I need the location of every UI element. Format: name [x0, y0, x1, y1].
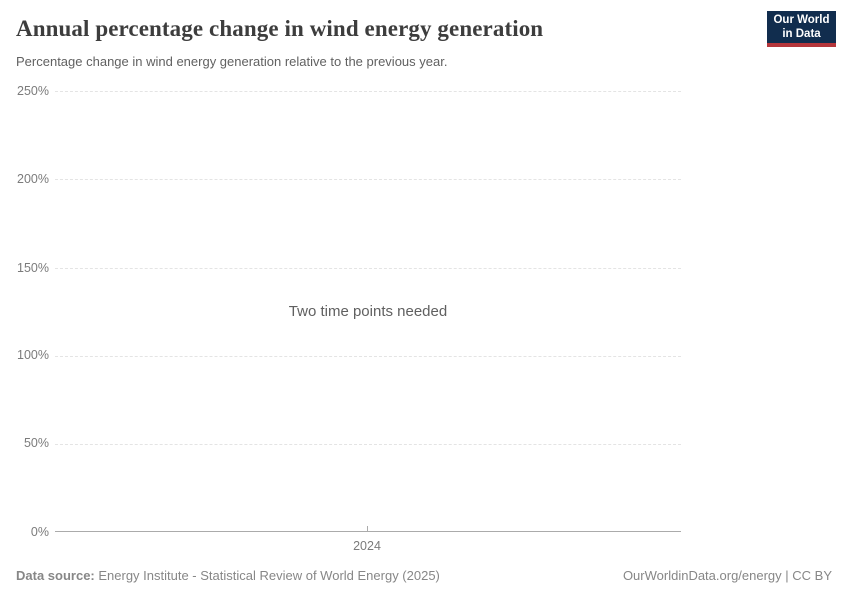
y-tick-label-250: 250%: [17, 84, 49, 98]
x-tick-mark-2024: [367, 526, 368, 531]
x-axis-line: [55, 531, 681, 532]
y-tick-label-50: 50%: [23, 436, 49, 450]
y-tick-label-100: 100%: [17, 348, 49, 362]
gridline-200: [55, 178, 681, 180]
y-tick-label-200: 200%: [17, 172, 49, 186]
y-tick-label-150: 150%: [17, 261, 49, 275]
owid-logo-red-bar: [767, 43, 836, 47]
empty-state-note: Two time points needed: [288, 303, 448, 320]
y-tick-label-0: 0%: [30, 525, 49, 539]
owid-logo-text: Our World in Data: [767, 11, 836, 43]
page-title: Annual percentage change in wind energy …: [16, 16, 544, 41]
gridline-50: [55, 443, 681, 445]
gridline-250: [55, 90, 681, 92]
x-tick-label-2024: 2024: [353, 539, 381, 553]
gridline-100: [55, 355, 681, 357]
data-source-line[interactable]: Data source: Energy Institute - Statisti…: [16, 568, 440, 583]
owid-credit-link[interactable]: OurWorldinData.org/energy | CC BY: [622, 568, 832, 583]
chart-subtitle: Percentage change in wind energy generat…: [16, 54, 448, 69]
gridline-150: [55, 267, 681, 269]
data-source-text: Energy Institute - Statistical Review of…: [94, 568, 440, 583]
owid-logo[interactable]: Our World in Data: [767, 11, 836, 47]
data-source-label: Data source:: [16, 568, 95, 583]
